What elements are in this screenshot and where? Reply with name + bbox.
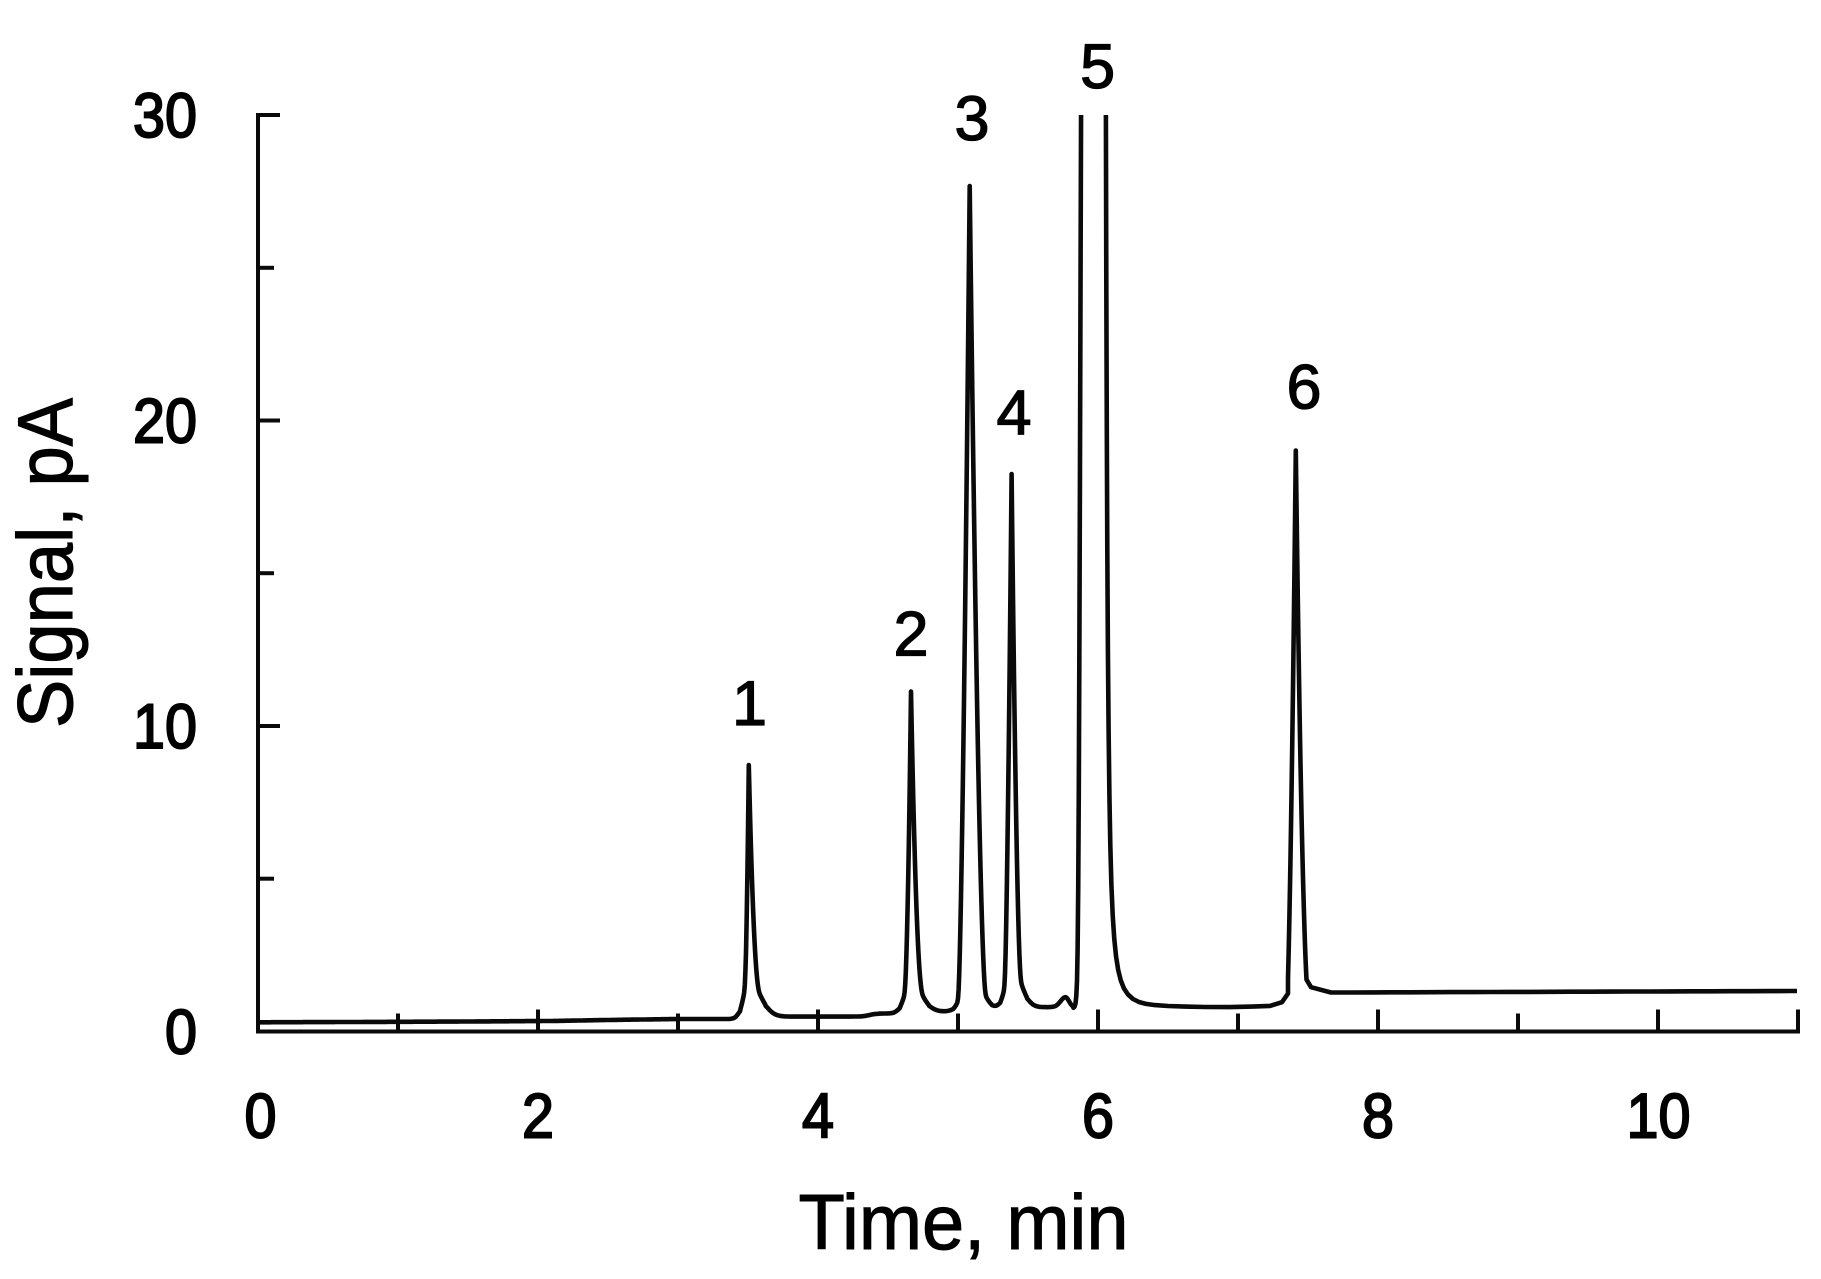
svg-text:1: 1 [732,669,767,739]
svg-text:30: 30 [133,81,197,151]
svg-text:5: 5 [1080,32,1115,102]
svg-text:0: 0 [245,1082,277,1152]
svg-text:Time, min: Time, min [799,1178,1129,1266]
svg-text:Signal, pA: Signal, pA [1,398,89,728]
svg-text:4: 4 [996,379,1031,449]
svg-text:4: 4 [802,1082,834,1152]
svg-text:6: 6 [1082,1082,1114,1152]
svg-text:10: 10 [133,692,197,762]
svg-text:2: 2 [522,1082,554,1152]
svg-text:20: 20 [133,387,197,457]
svg-text:2: 2 [893,600,928,670]
svg-text:0: 0 [165,998,197,1068]
svg-text:8: 8 [1362,1082,1394,1152]
svg-text:3: 3 [954,84,989,154]
svg-text:6: 6 [1286,353,1321,423]
svg-text:10: 10 [1627,1082,1691,1152]
